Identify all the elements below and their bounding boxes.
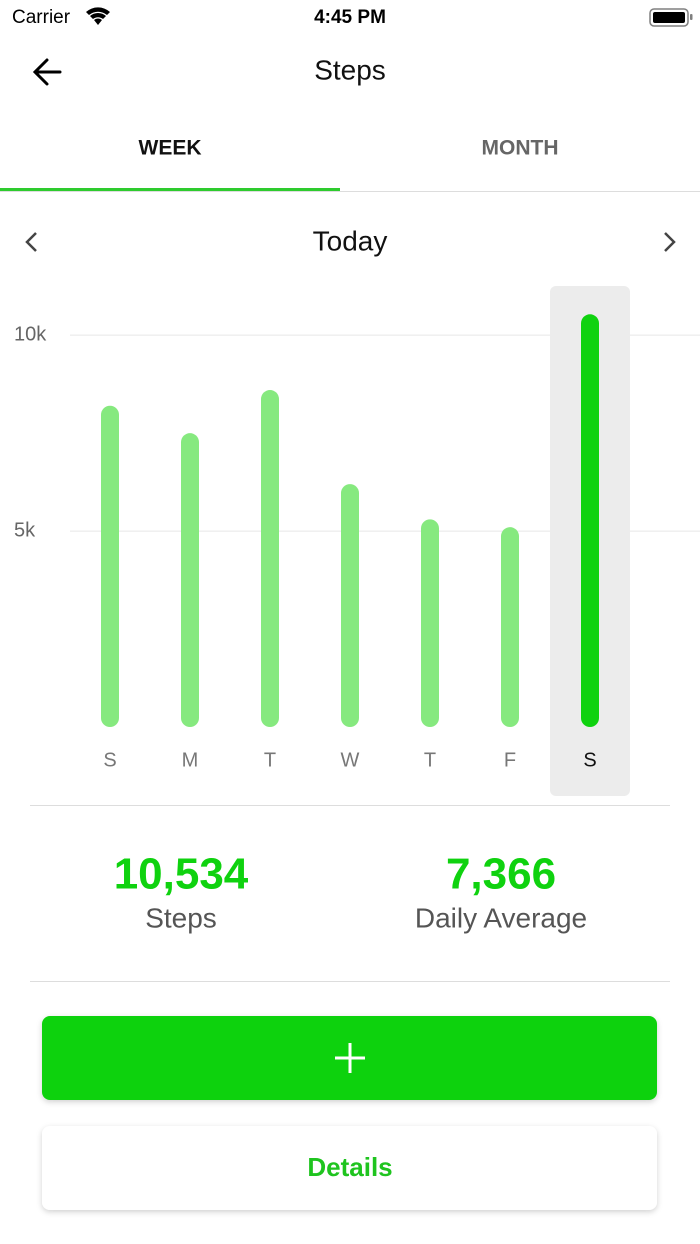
- tab-month[interactable]: MONTH: [482, 137, 559, 160]
- x-tick-label: T: [424, 749, 436, 771]
- x-tick-label: S: [103, 749, 116, 771]
- bar: [101, 405, 119, 727]
- add-button[interactable]: [42, 1016, 657, 1100]
- bar: [581, 314, 599, 727]
- divider: [30, 981, 670, 982]
- x-tick-label: S: [583, 749, 596, 771]
- tab-week[interactable]: WEEK: [139, 137, 202, 160]
- carrier: Carrier: [12, 7, 71, 28]
- back-button[interactable]: [32, 58, 62, 86]
- bar: [501, 527, 519, 727]
- stat-label: Steps: [145, 902, 217, 933]
- stat-label: Daily Average: [415, 902, 587, 933]
- period-label: Today: [313, 225, 388, 256]
- y-tick-label: 5k: [14, 519, 36, 541]
- x-tick-label: M: [182, 749, 199, 771]
- header-title: Steps: [314, 54, 386, 85]
- wifi-icon: [86, 7, 110, 25]
- bar: [261, 390, 279, 727]
- stat-value: 10,534: [114, 850, 249, 899]
- x-tick-label: F: [504, 749, 516, 771]
- prev-button[interactable]: [25, 232, 37, 252]
- clock: 4:45 PM: [314, 7, 386, 28]
- battery-icon: [649, 8, 693, 27]
- divider: [30, 805, 670, 806]
- next-button[interactable]: [664, 232, 676, 252]
- bar: [421, 519, 439, 727]
- y-tick-label: 10k: [14, 323, 47, 345]
- tab-divider: [0, 191, 700, 192]
- bar: [341, 484, 359, 727]
- chart: 5k 10k S M T W T F S: [14, 286, 700, 796]
- tab-indicator: [0, 188, 340, 191]
- bar: [181, 433, 199, 727]
- details-label: Details: [307, 1152, 392, 1182]
- x-tick-label: T: [264, 749, 276, 771]
- x-tick-label: W: [341, 749, 360, 771]
- stat-value: 7,366: [446, 850, 556, 899]
- details-button[interactable]: Details: [42, 1126, 657, 1210]
